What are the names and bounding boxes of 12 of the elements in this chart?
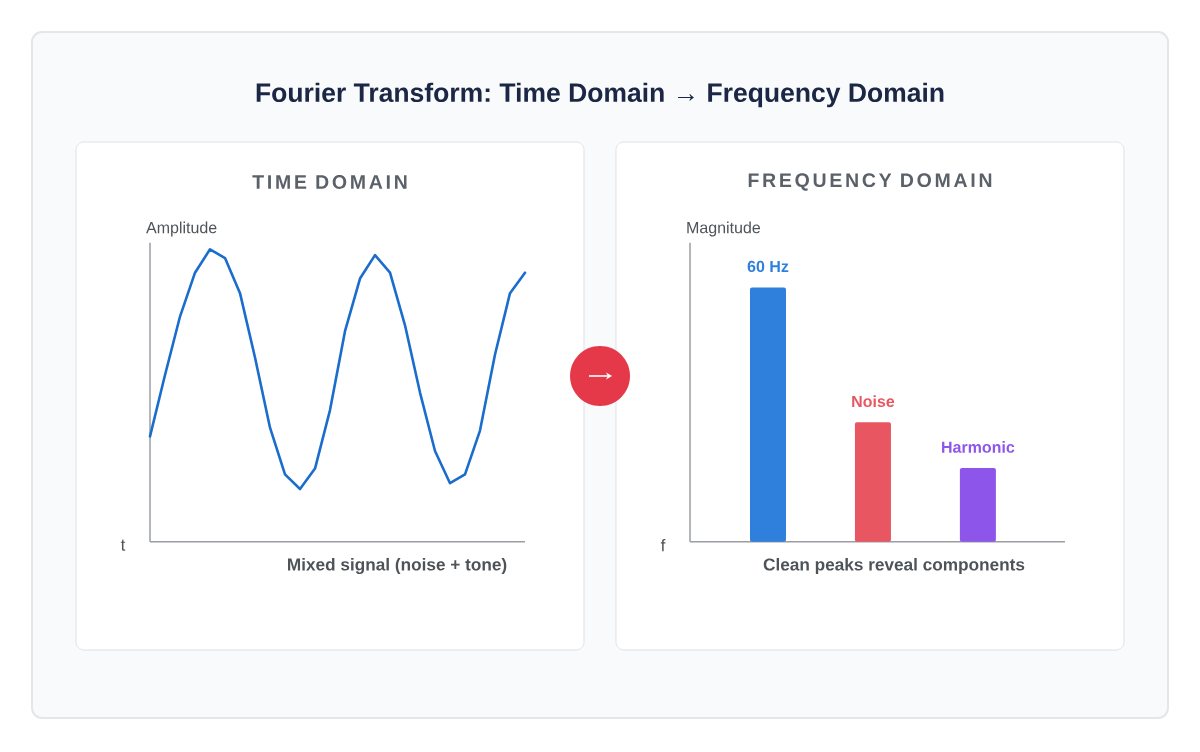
- text: Clean peaks reveal components: [763, 557, 1025, 575]
- x-tick-label: Harmonic: [942, 441, 1015, 453]
- chart-subtitle: TIME DOMAIN: [252, 175, 407, 189]
- text: Mixed signal (noise + tone): [288, 557, 507, 575]
- text: Fourier Transform: Time Domain → Frequency Domain: [256, 82, 944, 108]
- chart-subtitle: FREQUENCY DOMAIN: [748, 173, 992, 191]
- x-tick-label: Noise: [852, 395, 895, 408]
- x-tick-label: 60 Hz: [747, 260, 789, 273]
- x-axis-title: f: [660, 539, 666, 552]
- x-axis-title: t: [120, 539, 126, 551]
- y-axis-title: Amplitude: [146, 221, 217, 237]
- y-axis-title: Magnitude: [687, 221, 761, 237]
